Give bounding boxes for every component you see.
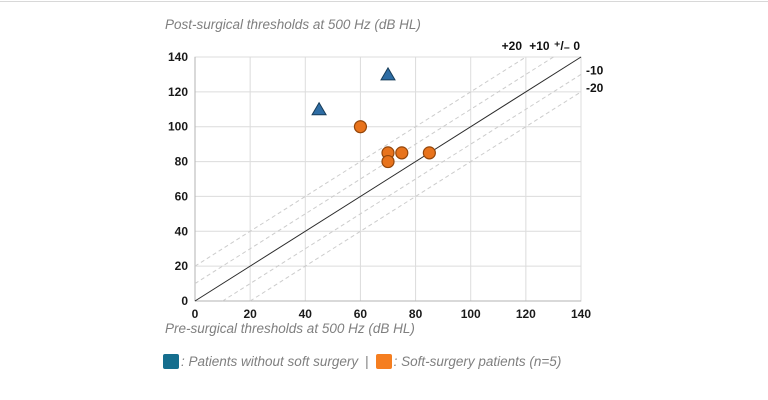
legend-separator: | (365, 353, 369, 369)
data-point-triangle (311, 101, 327, 116)
y-tick-label: 20 (175, 259, 189, 273)
x-axis-title: Pre-surgical thresholds at 500 Hz (dB HL… (165, 321, 415, 336)
legend-label-without-soft-surgery: : Patients without soft surgery (181, 353, 359, 369)
panel-top-border (0, 1, 768, 2)
reference-line-0 (194, 56, 582, 302)
x-tick-label: 80 (409, 307, 423, 321)
reference-line--10 (222, 74, 582, 302)
legend-label-soft-surgery: : Soft-surgery patients (n=5) (393, 353, 562, 369)
y-axis-title: Post-surgical thresholds at 500 Hz (dB H… (165, 17, 421, 32)
reference-line-20 (194, 56, 527, 267)
data-point-circle (422, 146, 436, 160)
data-point-circle (353, 120, 368, 134)
data-point-triangle (380, 66, 396, 81)
reference-line-label-0: ⁺/₋ 0 (554, 39, 580, 53)
legend-swatch-without-soft-surgery (163, 353, 179, 369)
legend-swatch-soft-surgery (375, 353, 392, 369)
y-tick-label: 80 (175, 155, 189, 169)
y-tick-label: 100 (168, 120, 188, 134)
x-tick-label: 100 (461, 307, 481, 321)
reference-line-label-10: +10 (529, 39, 550, 53)
reference-line-10 (194, 56, 554, 284)
data-point-circle (395, 146, 409, 160)
reference-line-label--20: -20 (586, 81, 604, 95)
x-tick-label: 140 (571, 307, 591, 321)
reference-line--20 (249, 91, 582, 302)
x-tick-label: 0 (192, 307, 199, 321)
x-tick-label: 20 (243, 307, 257, 321)
x-tick-label: 40 (299, 307, 313, 321)
y-tick-label: 120 (168, 85, 188, 99)
data-point-circle (381, 154, 395, 169)
legend: : Patients without soft surgery | : Soft… (163, 352, 561, 370)
x-tick-label: 120 (516, 307, 536, 321)
reference-line-label-20: +20 (502, 39, 523, 53)
y-tick-label: 140 (168, 50, 188, 64)
x-tick-label: 60 (354, 307, 368, 321)
y-tick-label: 0 (181, 294, 188, 308)
reference-line-label--10: -10 (586, 63, 604, 77)
y-tick-label: 60 (175, 189, 189, 203)
y-tick-label: 40 (175, 224, 189, 238)
